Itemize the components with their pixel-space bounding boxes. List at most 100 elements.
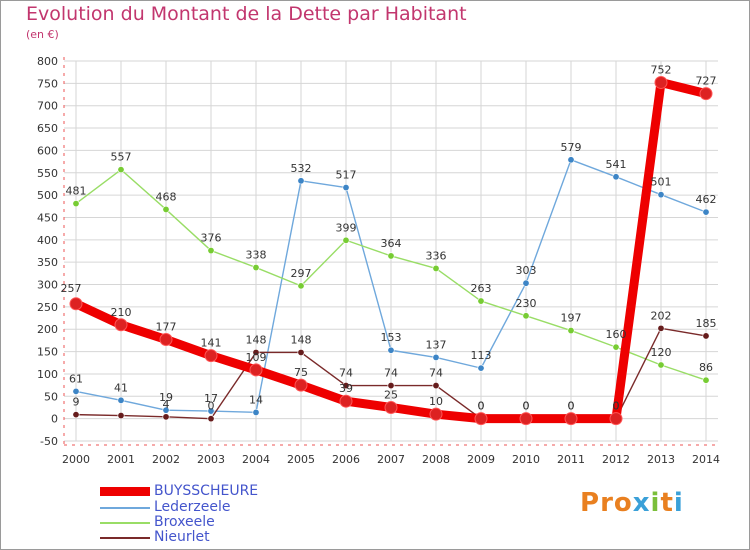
data-point [567, 156, 575, 164]
data-label: 86 [699, 361, 713, 374]
data-point [72, 411, 80, 419]
data-point [387, 382, 395, 390]
legend-swatch-broxeele [100, 522, 150, 524]
logo-letter: P [580, 488, 601, 518]
data-point [432, 264, 440, 272]
data-point [432, 353, 440, 361]
data-point [162, 406, 170, 414]
data-label: 4 [163, 398, 170, 411]
x-tick-label: 2009 [467, 453, 495, 466]
data-label: 10 [429, 395, 443, 408]
data-point [342, 236, 350, 244]
data-point [297, 282, 305, 290]
y-tick-label: 800 [37, 55, 58, 68]
data-label: 517 [336, 169, 357, 182]
x-tick-label: 2002 [152, 453, 180, 466]
data-point [252, 408, 260, 416]
y-tick-label: 450 [37, 211, 58, 224]
x-tick-label: 2005 [287, 453, 315, 466]
data-point [69, 297, 83, 311]
logo-letter: r [600, 488, 614, 518]
data-label: 0 [523, 400, 530, 413]
data-label: 41 [114, 381, 128, 394]
data-point [477, 297, 485, 305]
x-tick-label: 2006 [332, 453, 360, 466]
y-tick-label: -50 [40, 435, 58, 448]
data-point [522, 279, 530, 287]
data-point [204, 349, 218, 363]
data-label: 468 [156, 190, 177, 203]
legend-swatch-lederzeele [100, 507, 150, 509]
data-label: 120 [651, 346, 672, 359]
y-tick-label: 0 [51, 413, 58, 426]
x-tick-label: 2011 [557, 453, 585, 466]
data-label: 148 [246, 333, 267, 346]
y-tick-label: 650 [37, 122, 58, 135]
data-point [612, 173, 620, 181]
data-point [252, 264, 260, 272]
data-label: 19 [159, 391, 173, 404]
data-point [207, 415, 215, 423]
legend-label-broxeele: Broxeele [154, 514, 215, 530]
data-point [657, 191, 665, 199]
data-point [657, 361, 665, 369]
data-point [519, 412, 533, 426]
data-label: 113 [471, 349, 492, 362]
legend-label-lederzeele: Lederzeele [154, 499, 231, 515]
data-label: 0 [208, 400, 215, 413]
data-point [162, 205, 170, 213]
y-tick-label: 50 [44, 390, 58, 403]
data-label: 75 [294, 366, 308, 379]
data-point [339, 394, 353, 408]
y-tick-label: 600 [37, 144, 58, 157]
y-tick-label: 300 [37, 279, 58, 292]
data-label: 74 [339, 367, 353, 380]
data-label: 0 [568, 400, 575, 413]
data-label: 462 [696, 193, 717, 206]
x-tick-label: 2014 [692, 453, 720, 466]
data-label: 579 [561, 141, 582, 154]
data-label: 376 [201, 232, 222, 245]
data-label: 338 [246, 249, 267, 262]
data-label: 0 [568, 400, 575, 413]
logo-letter: i [673, 488, 684, 518]
data-label: 210 [111, 306, 132, 319]
data-point [702, 376, 710, 384]
data-label: 74 [384, 367, 398, 380]
legend-swatch-nieurlet [100, 537, 150, 539]
data-point [72, 200, 80, 208]
data-point [429, 407, 443, 421]
data-label: 160 [606, 328, 627, 341]
x-tick-label: 2007 [377, 453, 405, 466]
data-label: 501 [651, 176, 672, 189]
data-label: 263 [471, 282, 492, 295]
data-point [387, 252, 395, 260]
data-label: 148 [291, 333, 312, 346]
data-point [474, 412, 488, 426]
data-label: 336 [426, 249, 447, 262]
y-tick-label: 100 [37, 368, 58, 381]
data-label: 0 [478, 400, 485, 413]
data-label: 541 [606, 158, 627, 171]
data-point [564, 412, 578, 426]
x-tick-label: 2013 [647, 453, 675, 466]
data-point [654, 75, 668, 89]
data-label: 303 [516, 264, 537, 277]
data-point [387, 346, 395, 354]
x-tick-label: 2012 [602, 453, 630, 466]
data-label: 0 [478, 400, 485, 413]
y-tick-label: 750 [37, 77, 58, 90]
logo-letter: i [650, 488, 661, 518]
data-label: 752 [651, 63, 672, 76]
legend-label-nieurlet: Nieurlet [154, 529, 210, 545]
grid-lines [64, 60, 718, 442]
data-label: 17 [204, 392, 218, 405]
x-tick-label: 2004 [242, 453, 270, 466]
data-label: 39 [339, 382, 353, 395]
data-point [342, 184, 350, 192]
data-point [612, 343, 620, 351]
data-point [249, 363, 263, 377]
data-label: 0 [613, 400, 620, 413]
legend-label-buysscheure: BUYSSCHEURE [154, 483, 259, 499]
